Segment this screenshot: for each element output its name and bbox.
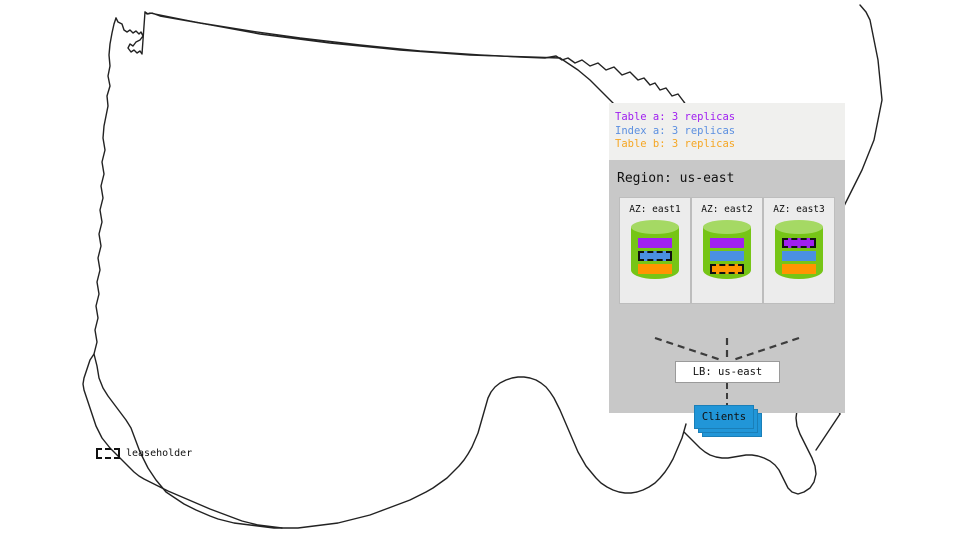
replica-east1-table-a[interactable] bbox=[638, 238, 672, 248]
replica-legend-item-table-a: Table a: 3 replicas bbox=[615, 111, 736, 123]
db-node-east1[interactable] bbox=[631, 220, 679, 282]
region-title: Region: us-east bbox=[617, 171, 735, 186]
clients-card-front[interactable]: Clients bbox=[694, 405, 754, 429]
az-label-east3: AZ: east3 bbox=[773, 204, 825, 215]
replica-east3-table-a-leaseholder[interactable] bbox=[782, 238, 816, 248]
leaseholder-swatch-icon bbox=[96, 448, 120, 459]
az-box-east1[interactable]: AZ: east1 bbox=[619, 197, 691, 304]
replica-east1-table-b[interactable] bbox=[638, 264, 672, 274]
clients-label: Clients bbox=[701, 411, 747, 423]
replica-legend-item-table-b: Table b: 3 replicas bbox=[615, 138, 736, 150]
leaseholder-legend: leaseholder bbox=[96, 448, 192, 459]
replica-east2-index-a[interactable] bbox=[710, 251, 744, 261]
clients-stack[interactable]: Clients bbox=[694, 405, 766, 437]
replica-east3-table-b[interactable] bbox=[782, 264, 816, 274]
cylinder-top-icon bbox=[631, 220, 679, 234]
replica-east2-table-a[interactable] bbox=[710, 238, 744, 248]
region-us-east: Region: us-east AZ: east1 bbox=[609, 160, 845, 437]
replica-east3-index-a[interactable] bbox=[782, 251, 816, 261]
replica-east1-index-a-leaseholder[interactable] bbox=[638, 251, 672, 261]
replica-legend: Table a: 3 replicas Index a: 3 replicas … bbox=[609, 103, 845, 160]
availability-zone-row: AZ: east1 AZ: east2 bbox=[619, 197, 835, 304]
load-balancer-box[interactable]: LB: us-east bbox=[675, 361, 780, 383]
replica-east2-table-b-leaseholder[interactable] bbox=[710, 264, 744, 274]
us-east-deployment-diagram: Table a: 3 replicas Index a: 3 replicas … bbox=[609, 103, 845, 437]
db-node-east2[interactable] bbox=[703, 220, 751, 282]
cylinder-top-icon bbox=[703, 220, 751, 234]
load-balancer-label: LB: us-east bbox=[692, 366, 763, 378]
az-label-east2: AZ: east2 bbox=[701, 204, 753, 215]
replica-legend-item-index-a: Index a: 3 replicas bbox=[615, 124, 736, 137]
az-box-east3[interactable]: AZ: east3 bbox=[763, 197, 835, 304]
cylinder-top-icon bbox=[775, 220, 823, 234]
az-box-east2[interactable]: AZ: east2 bbox=[691, 197, 763, 304]
az-label-east1: AZ: east1 bbox=[629, 204, 681, 215]
leaseholder-legend-label: leaseholder bbox=[126, 448, 193, 459]
db-node-east3[interactable] bbox=[775, 220, 823, 282]
